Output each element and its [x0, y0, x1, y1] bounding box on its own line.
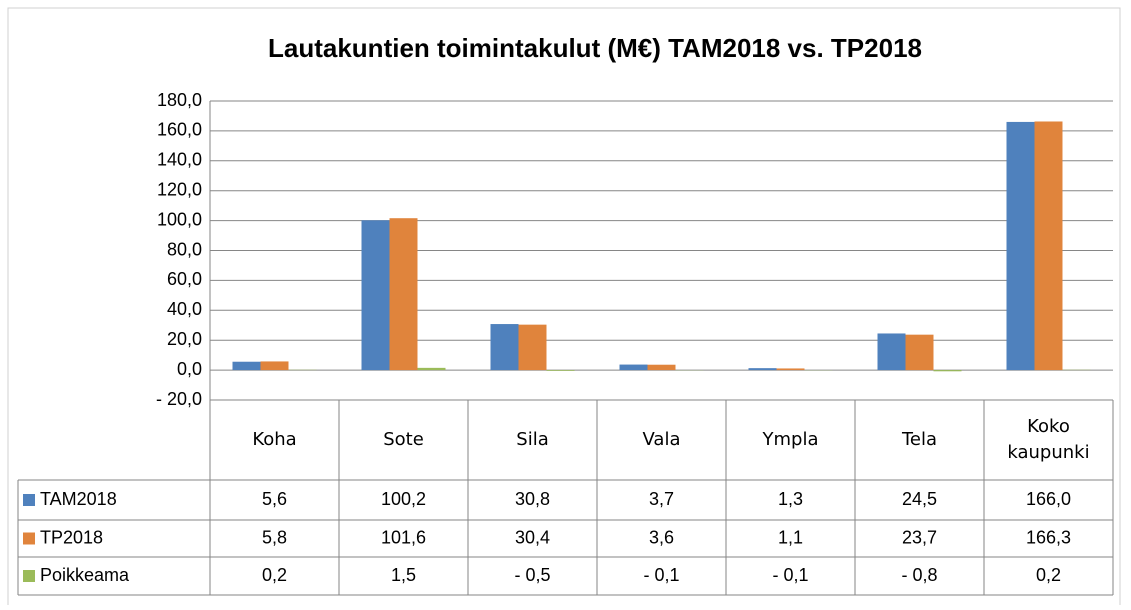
category-cell: Tela: [865, 400, 975, 480]
category-cell: Ympla: [736, 400, 846, 480]
y-tick-label: 120,0: [157, 179, 202, 199]
bar: [1007, 122, 1035, 370]
bar: [777, 368, 805, 370]
table-value: 30,4: [515, 527, 550, 547]
table-value: - 0,8: [901, 565, 937, 585]
bar: [878, 333, 906, 370]
x-tick-label: Koha: [220, 400, 330, 480]
table-value: 5,8: [262, 527, 287, 547]
bar: [749, 368, 777, 370]
table-value: 1,3: [778, 489, 803, 509]
chart-title: Lautakuntien toimintakulut (M€) TAM2018 …: [268, 33, 922, 63]
y-tick-label: 160,0: [157, 120, 202, 140]
legend-key: [23, 494, 35, 506]
x-tick-label: Koko kaupunki: [994, 400, 1104, 480]
category-cell: Koko kaupunki: [994, 400, 1104, 480]
table-value: - 0,1: [772, 565, 808, 585]
legend-key: [23, 570, 35, 582]
bar: [390, 218, 418, 370]
bar: [418, 368, 446, 370]
x-tick-label: Sote: [349, 400, 459, 480]
y-tick-label: 20,0: [167, 329, 202, 349]
legend-label: TAM2018: [40, 489, 117, 509]
table-value: 5,6: [262, 489, 287, 509]
table-value: - 0,1: [643, 565, 679, 585]
x-tick-label: Sila: [478, 400, 588, 480]
bar: [261, 361, 289, 370]
y-tick-label: 100,0: [157, 209, 202, 229]
table-value: 166,3: [1026, 527, 1071, 547]
bar: [362, 220, 390, 370]
y-tick-label: 40,0: [167, 299, 202, 319]
bar: [233, 362, 261, 370]
y-tick-label: 180,0: [157, 90, 202, 110]
category-cell: Vala: [607, 400, 717, 480]
x-tick-label: Tela: [865, 400, 975, 480]
category-cell: Sote: [349, 400, 459, 480]
table-value: - 0,5: [514, 565, 550, 585]
bar: [491, 324, 519, 370]
table-value: 1,1: [778, 527, 803, 547]
legend-label: Poikkeama: [40, 565, 130, 585]
table-value: 101,6: [381, 527, 426, 547]
table-value: 23,7: [902, 527, 937, 547]
bar: [906, 335, 934, 370]
table-value: 166,0: [1026, 489, 1071, 509]
bar: [519, 325, 547, 370]
table-value: 100,2: [381, 489, 426, 509]
y-tick-label: 140,0: [157, 150, 202, 170]
legend-label: TP2018: [40, 527, 103, 547]
bar: [620, 365, 648, 371]
bar: [934, 370, 962, 371]
table-value: 1,5: [391, 565, 416, 585]
table-value: 24,5: [902, 489, 937, 509]
y-tick-label: 80,0: [167, 239, 202, 259]
x-tick-label: Ympla: [736, 400, 846, 480]
category-cell: Koha: [220, 400, 330, 480]
bar: [1035, 121, 1063, 370]
table-value: 0,2: [1036, 565, 1061, 585]
category-cell: Sila: [478, 400, 588, 480]
legend-key: [23, 533, 35, 545]
table-value: 30,8: [515, 489, 550, 509]
table-value: 0,2: [262, 565, 287, 585]
bar: [547, 370, 575, 371]
table-value: 3,6: [649, 527, 674, 547]
y-tick-label: 60,0: [167, 269, 202, 289]
table-value: 3,7: [649, 489, 674, 509]
y-tick-label: 0,0: [177, 359, 202, 379]
x-tick-label: Vala: [607, 400, 717, 480]
y-tick-label: - 20,0: [156, 389, 202, 409]
bar: [648, 365, 676, 370]
